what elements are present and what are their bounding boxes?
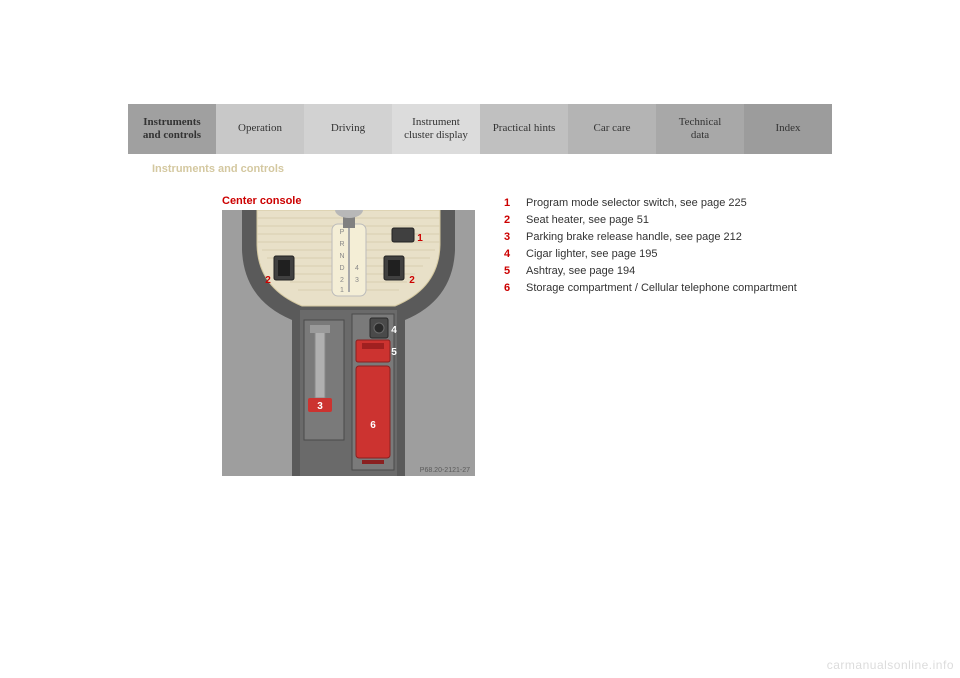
tab-line1: Instrument [412, 116, 460, 129]
svg-text:3: 3 [355, 277, 359, 284]
watermark: carmanualsonline.info [827, 658, 954, 672]
tab-line2: cluster display [404, 129, 468, 142]
center-console-illustration: PR ND 4 3 2 1 [222, 210, 475, 476]
svg-text:R: R [339, 241, 344, 248]
list-text: Parking brake release handle, see page 2… [526, 229, 742, 246]
tab-line1: Driving [331, 122, 365, 135]
list-item: 6 Storage compartment / Cellular telepho… [504, 280, 814, 297]
svg-text:P: P [340, 229, 345, 236]
list-text: Storage compartment / Cellular telephone… [526, 280, 797, 297]
tab-line1: Index [775, 122, 800, 135]
center-console-svg: PR ND 4 3 2 1 [222, 210, 475, 476]
list-item: 3 Parking brake release handle, see page… [504, 229, 814, 246]
tab-line1: Instruments [143, 116, 200, 129]
callout-4: 4 [391, 325, 397, 336]
page-heading: Center console [222, 195, 301, 207]
list-num: 5 [504, 263, 518, 280]
list-num: 2 [504, 212, 518, 229]
section-header: Instruments and controls [152, 163, 284, 175]
tab-line2: and controls [143, 129, 201, 142]
illustration-plate: P68.20-2121-27 [420, 467, 470, 474]
list-item: 4 Cigar lighter, see page 195 [504, 246, 814, 263]
tabbar: Instruments and controls Operation Drivi… [128, 104, 832, 154]
callout-6: 6 [370, 420, 376, 431]
tab-line2: data [691, 129, 709, 142]
tab-driving[interactable]: Driving [304, 104, 392, 154]
callout-5: 5 [391, 347, 397, 358]
tab-car-care[interactable]: Car care [568, 104, 656, 154]
list-num: 1 [504, 195, 518, 212]
tab-line1: Car care [594, 122, 631, 135]
list-text: Program mode selector switch, see page 2… [526, 195, 747, 212]
svg-text:N: N [339, 253, 344, 260]
tab-practical-hints[interactable]: Practical hints [480, 104, 568, 154]
callout-1: 1 [417, 233, 423, 244]
list-text: Ashtray, see page 194 [526, 263, 635, 280]
list-item: 5 Ashtray, see page 194 [504, 263, 814, 280]
list-item: 1 Program mode selector switch, see page… [504, 195, 814, 212]
callout-list: 1 Program mode selector switch, see page… [504, 195, 814, 297]
list-num: 6 [504, 280, 518, 297]
tab-line1: Operation [238, 122, 282, 135]
tab-operation[interactable]: Operation [216, 104, 304, 154]
list-num: 3 [504, 229, 518, 246]
svg-text:4: 4 [355, 265, 359, 272]
tab-line1: Practical hints [493, 122, 556, 135]
list-num: 4 [504, 246, 518, 263]
tab-line1: Technical [679, 116, 722, 129]
tab-technical-data[interactable]: Technical data [656, 104, 744, 154]
svg-text:2: 2 [340, 277, 344, 284]
list-text: Cigar lighter, see page 195 [526, 246, 657, 263]
tab-instruments-and-controls[interactable]: Instruments and controls [128, 104, 216, 154]
callout-2-right: 2 [409, 275, 415, 286]
svg-text:D: D [339, 265, 344, 272]
tab-index[interactable]: Index [744, 104, 832, 154]
list-text: Seat heater, see page 51 [526, 212, 649, 229]
callout-3: 3 [317, 401, 323, 412]
tab-instrument-cluster-display[interactable]: Instrument cluster display [392, 104, 480, 154]
page-number: 24 [108, 106, 118, 117]
list-item: 2 Seat heater, see page 51 [504, 212, 814, 229]
svg-text:1: 1 [340, 287, 344, 294]
callout-2-left: 2 [265, 275, 271, 286]
